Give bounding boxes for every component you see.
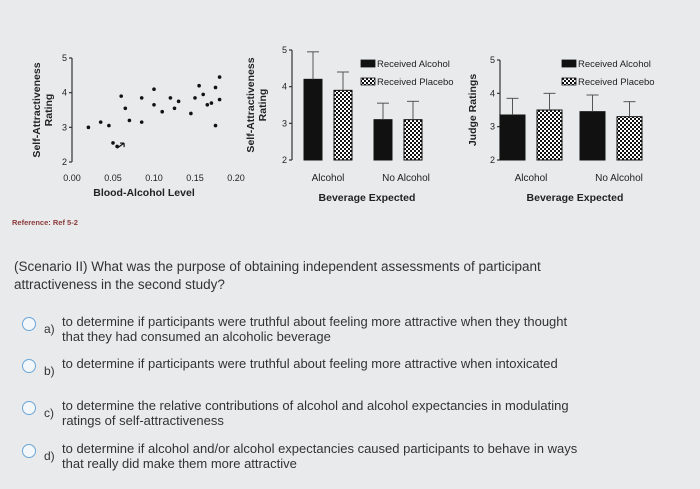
scatter-point — [209, 101, 214, 105]
y-tick-label: 2 — [282, 155, 287, 165]
x-tick-label: 0.10 — [145, 173, 163, 183]
y-tick-label: 3 — [282, 118, 287, 128]
y-tick-label: 4 — [282, 82, 287, 92]
y-axis-label: Rating — [257, 89, 269, 122]
arrow-annotation — [116, 142, 125, 149]
legend-label: Received Alcohol — [578, 59, 651, 70]
bar — [579, 111, 606, 161]
scatter-point — [107, 123, 111, 128]
judge-ratings-bar-chart: 2 3 4 5 Judge Ratings Alcohol No Alcohol Bevera… — [460, 0, 700, 215]
self-attractiveness-bar-svg: 2 3 4 5 Self-Attractiveness Rating Alcohol No A… — [245, 45, 454, 204]
scatter-point — [168, 96, 173, 100]
category-label: Alcohol — [515, 173, 548, 184]
self-attractiveness-bar-chart: 2 3 4 5 Self-Attractiveness Rating Alcohol No A… — [240, 0, 480, 215]
y-tick-label: 4 — [62, 88, 67, 98]
scatter-point — [176, 99, 181, 104]
x-tick-label: 0.00 — [63, 173, 81, 183]
radio-c[interactable] — [22, 401, 36, 415]
x-tick-label: 0.05 — [104, 173, 122, 183]
legend-label: Received Placebo — [578, 77, 655, 88]
scatter-point — [213, 85, 218, 90]
scatter-point — [86, 125, 91, 130]
y-tick-label: 2 — [490, 155, 495, 165]
y-tick-label: 5 — [62, 53, 67, 63]
scatter-point — [189, 111, 193, 116]
x-axis-label: Blood-Alcohol Level — [93, 187, 195, 199]
scatter-point — [119, 94, 123, 98]
scatter-chart-svg: 2 3 4 5 Self-Attractiveness Rating 0.00 0.05 0.1… — [31, 53, 245, 199]
scatter-point — [152, 87, 156, 91]
bar — [333, 89, 353, 161]
scatter-point — [111, 141, 115, 145]
y-axis-label: Rating — [43, 94, 55, 127]
scatter-point — [213, 123, 218, 128]
option-a-letter: a) — [44, 322, 55, 336]
scatter-point — [139, 120, 144, 124]
legend-swatch — [360, 59, 376, 68]
y-tick-label: 5 — [282, 45, 287, 55]
option-a-text: to determine if participants were truthf… — [62, 314, 568, 344]
option-b-letter: b) — [44, 364, 55, 378]
option-c-letter: c) — [44, 406, 54, 420]
category-label: No Alcohol — [595, 173, 643, 184]
scatter-point — [98, 120, 103, 124]
scatter-point — [193, 96, 197, 100]
scatter-point — [139, 96, 144, 100]
x-axis-label: Beverage Expected — [527, 192, 624, 204]
category-label: Alcohol — [312, 173, 345, 184]
y-tick-label: 2 — [62, 157, 67, 167]
option-c-text: to determine the relative contributions … — [62, 398, 569, 428]
x-axis-label: Beverage Expected — [319, 192, 416, 204]
bar — [373, 119, 393, 161]
bar — [616, 116, 643, 161]
scatter-point — [152, 103, 156, 107]
y-axis-label: Self-Attractiveness — [31, 62, 43, 157]
scatter-point — [197, 83, 201, 88]
x-tick-label: 0.20 — [227, 173, 245, 183]
y-tick-label: 5 — [490, 55, 495, 65]
bar — [536, 109, 563, 161]
bar — [499, 114, 526, 161]
scatter-point — [205, 103, 210, 107]
scatter-point — [201, 92, 205, 97]
judge-ratings-bar-svg: 2 3 4 5 Judge Ratings Alcohol No Alcohol Bevera… — [467, 55, 655, 204]
option-d-letter: d) — [44, 449, 55, 463]
legend-swatch — [561, 77, 577, 86]
bar — [403, 119, 423, 161]
legend-swatch — [561, 59, 577, 68]
scatter-point — [172, 106, 177, 111]
reference-label: Reference: Ref 5-2 — [12, 218, 78, 227]
scatter-point — [217, 97, 222, 102]
legend-swatch — [360, 77, 376, 86]
legend-label: Received Alcohol — [377, 59, 450, 70]
radio-d[interactable] — [22, 444, 36, 458]
question-text: (Scenario II) What was the purpose of ob… — [14, 259, 541, 292]
bar — [303, 78, 323, 161]
option-d-text: to determine if alcohol and/or alcohol e… — [62, 441, 578, 471]
scatter-point — [123, 106, 128, 111]
y-tick-label: 3 — [62, 122, 67, 132]
radio-b[interactable] — [22, 359, 36, 373]
legend-label: Received Placebo — [377, 77, 454, 88]
scatter-point — [217, 75, 222, 79]
y-axis-label: Judge Ratings — [467, 74, 479, 147]
radio-a[interactable] — [22, 317, 36, 331]
category-label: No Alcohol — [382, 173, 430, 184]
option-b-text: to determine if participants were truthf… — [62, 356, 558, 371]
scatter-point — [160, 109, 164, 114]
scatter-chart: 2 3 4 5 Self-Attractiveness Rating 0.00 0.05 0.1… — [0, 0, 250, 215]
y-tick-label: 4 — [490, 88, 495, 98]
y-tick-label: 3 — [490, 122, 495, 132]
y-axis-label: Self-Attractiveness — [245, 57, 257, 152]
x-tick-label: 0.15 — [186, 173, 204, 183]
scatter-point — [127, 118, 132, 123]
